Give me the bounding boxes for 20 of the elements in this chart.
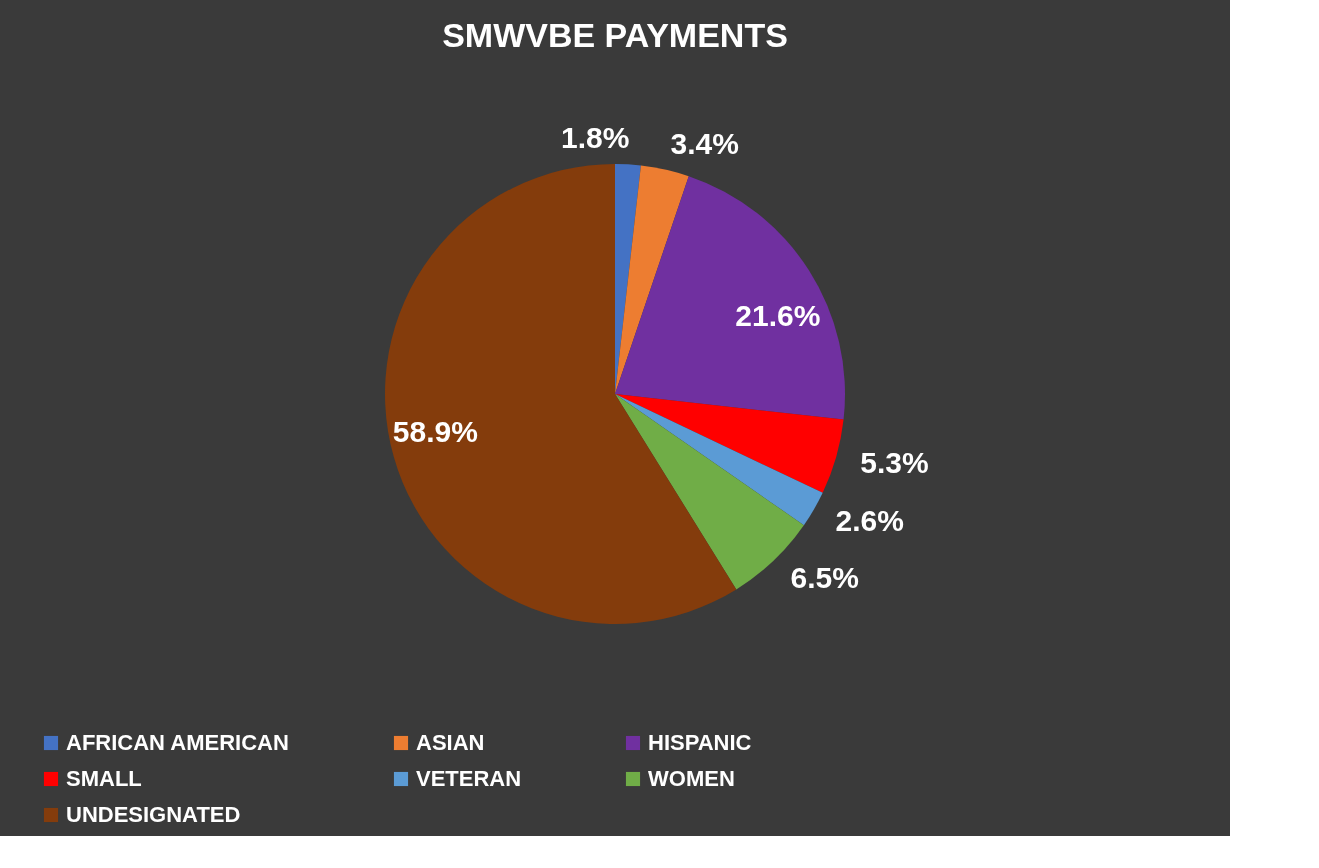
legend-label: WOMEN <box>648 766 735 791</box>
data-label: 58.9% <box>392 415 478 449</box>
data-label: 2.6% <box>835 503 904 537</box>
pie-slice <box>385 164 737 624</box>
pie-slice <box>615 176 845 420</box>
legend-label: ASIAN <box>416 730 485 755</box>
legend-label: HISPANIC <box>648 730 752 755</box>
pie-slice <box>615 394 844 493</box>
data-label: 6.5% <box>790 560 859 594</box>
data-label: 3.4% <box>670 127 739 161</box>
data-label: 1.8% <box>561 121 630 155</box>
legend-label: VETERAN <box>416 766 522 791</box>
legend-label: AFRICAN AMERICAN <box>66 730 289 755</box>
pie-slice <box>615 394 823 526</box>
data-label: 5.3% <box>860 445 929 479</box>
legend-label: UNDESIGNATED <box>66 802 241 827</box>
chart-title: SMWVBE PAYMENTS <box>442 16 788 54</box>
legend-label: SMALL <box>66 766 142 791</box>
data-label: 21.6% <box>735 299 821 333</box>
pie-slice <box>615 165 689 394</box>
